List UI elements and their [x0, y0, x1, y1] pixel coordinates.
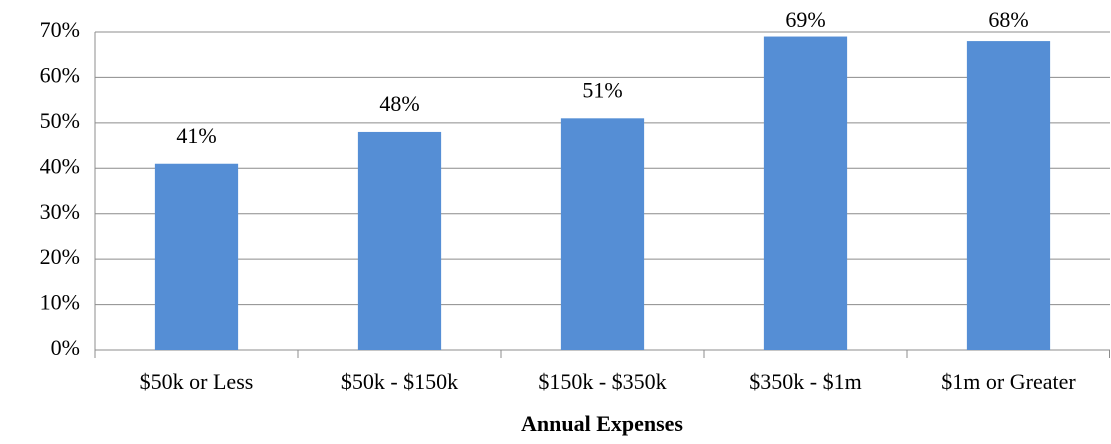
y-tick-label: 70% [40, 17, 80, 42]
x-tick-label: $350k - $1m [749, 369, 861, 394]
y-tick-label: 40% [40, 153, 80, 178]
bar [357, 131, 442, 350]
data-label: 68% [988, 7, 1028, 32]
y-tick-label: 60% [40, 62, 80, 87]
data-label: 69% [785, 7, 825, 32]
data-label: 48% [379, 91, 419, 116]
data-label: 51% [582, 77, 622, 102]
y-tick-label: 50% [40, 108, 80, 133]
x-tick-label: $150k - $350k [538, 369, 666, 394]
data-label: 41% [176, 123, 216, 148]
x-axis-title: Annual Expenses [521, 411, 683, 436]
x-tick-label: $50k or Less [140, 369, 254, 394]
bar [560, 118, 645, 350]
bar [966, 41, 1051, 350]
x-tick-label: $1m or Greater [941, 369, 1076, 394]
y-tick-label: 0% [51, 335, 80, 360]
bar [154, 163, 239, 350]
y-tick-label: 30% [40, 199, 80, 224]
bar [763, 36, 848, 351]
y-tick-label: 10% [40, 290, 80, 315]
x-tick-label: $50k - $150k [341, 369, 458, 394]
y-tick-label: 20% [40, 244, 80, 269]
